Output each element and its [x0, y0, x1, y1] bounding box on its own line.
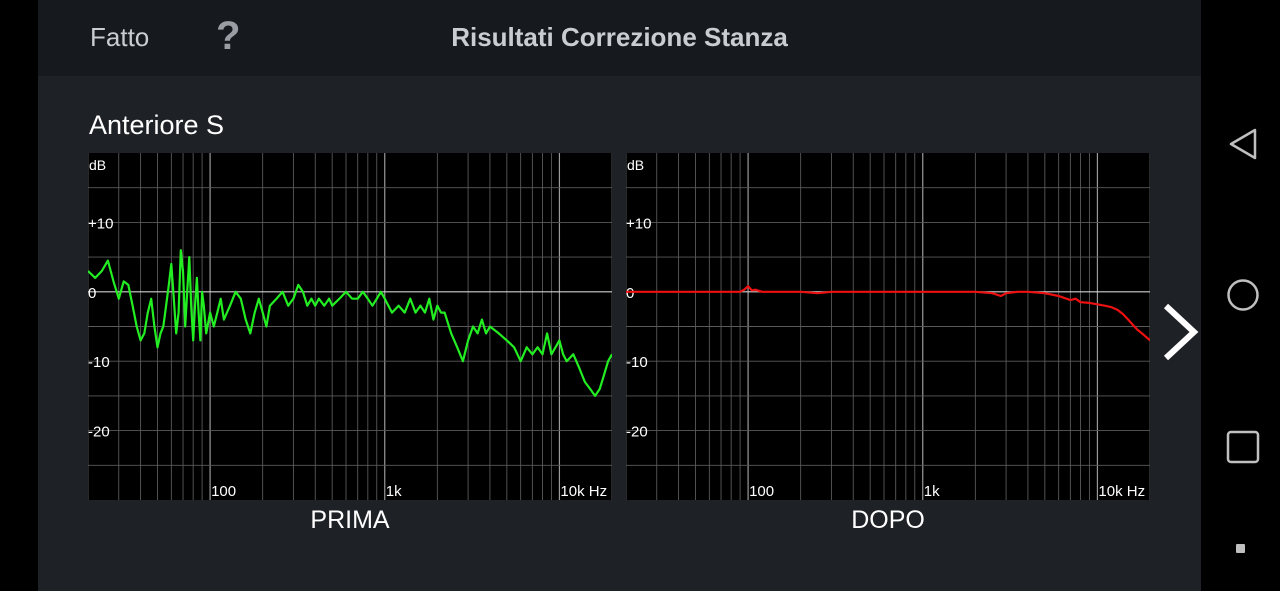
next-chevron-icon[interactable]: [1158, 300, 1202, 364]
done-button[interactable]: Fatto: [90, 22, 150, 52]
chart-after: dB +10 0 -10 -20 100 1k 10k Hz: [626, 153, 1150, 500]
x-tick-label: 10k Hz: [560, 483, 607, 500]
chart-before: dB +10 0 -10 -20 100 1k 10k Hz: [88, 153, 612, 500]
app-window: Fatto ? Risultati Correzione Stanza Ante…: [38, 0, 1201, 591]
y-tick-label: 0: [626, 285, 634, 302]
back-triangle-icon[interactable]: [1228, 127, 1258, 161]
page-title: Risultati Correzione Stanza: [451, 22, 788, 52]
keyboard-dot-icon[interactable]: [1236, 544, 1245, 553]
left-gutter: [0, 0, 38, 591]
response-curve: [626, 285, 1150, 342]
system-navigation-bar: [1201, 0, 1280, 591]
x-tick-label: 100: [749, 483, 774, 500]
y-tick-label: -20: [626, 424, 648, 441]
top-bar: Fatto ? Risultati Correzione Stanza: [38, 0, 1201, 76]
y-axis-unit-label: dB: [89, 157, 106, 173]
y-tick-label: -10: [626, 354, 648, 371]
x-tick-label: 100: [211, 483, 236, 500]
chart-caption-after: DOPO: [851, 506, 925, 534]
help-icon[interactable]: ?: [216, 14, 241, 58]
speaker-channel-title: Anteriore S: [89, 110, 225, 140]
chart-caption-before: PRIMA: [310, 506, 390, 534]
x-tick-label: 1k: [386, 483, 402, 500]
y-tick-label: +10: [626, 215, 651, 232]
recents-square-icon[interactable]: [1226, 430, 1260, 464]
y-tick-label: 0: [88, 285, 96, 302]
y-tick-label: -10: [88, 354, 110, 371]
y-tick-label: -20: [88, 424, 110, 441]
response-curve: [88, 249, 612, 397]
y-axis-unit-label: dB: [627, 157, 644, 173]
x-tick-label: 1k: [924, 483, 940, 500]
home-circle-icon[interactable]: [1226, 278, 1260, 312]
x-tick-label: 10k Hz: [1098, 483, 1145, 500]
y-tick-label: +10: [88, 215, 113, 232]
